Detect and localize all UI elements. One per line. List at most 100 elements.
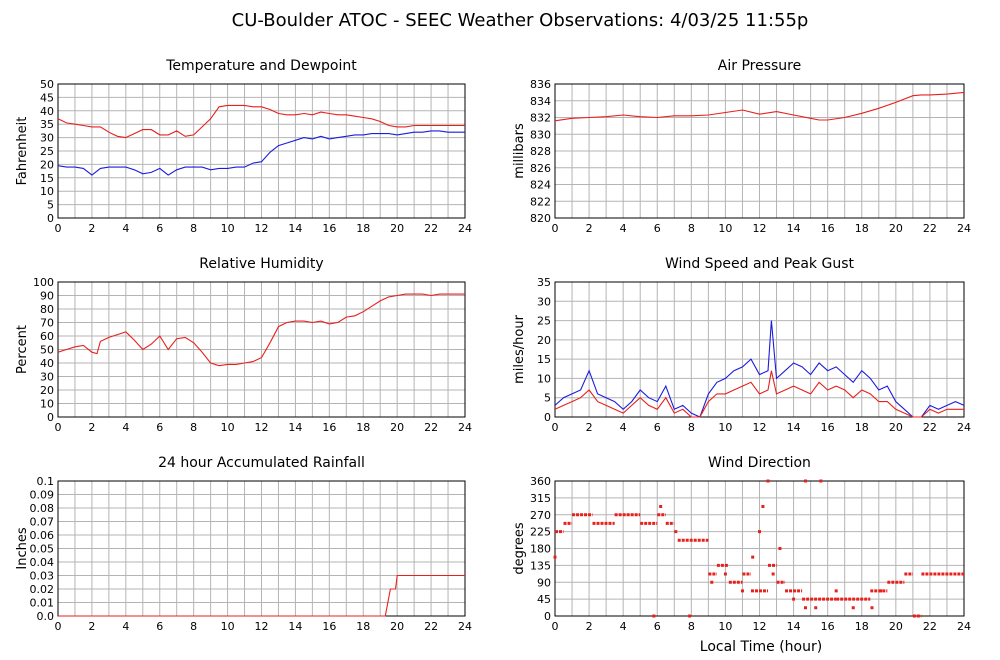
pressure-xtick-label: 12 (753, 222, 767, 235)
dir-direction-point (878, 589, 882, 593)
rh-xtick-label: 6 (156, 421, 163, 434)
dir-xtick-label: 4 (620, 620, 627, 633)
dir-direction-point (814, 606, 818, 610)
rh-ytick-label: 50 (40, 344, 54, 357)
rain-xtick-label: 2 (88, 620, 95, 633)
wind-ytick-label: 5 (544, 392, 551, 405)
rain-ylabel: Inches (15, 527, 30, 569)
rh-xtick-label: 16 (322, 421, 336, 434)
temp-xtick-label: 6 (156, 222, 163, 235)
rain-ytick-label: 0.01 (30, 597, 55, 610)
rain-ytick-label: 0.1 (37, 475, 55, 488)
temp-xtick-label: 0 (55, 222, 62, 235)
rh-ytick-label: 10 (40, 398, 54, 411)
temp-xtick-label: 12 (255, 222, 269, 235)
temp-xtick-label: 18 (356, 222, 370, 235)
temp-title: Temperature and Dewpoint (165, 58, 357, 74)
wind-ytick-label: 10 (537, 372, 551, 385)
dir-ytick-label: 315 (530, 492, 551, 505)
pressure-xtick-label: 22 (923, 222, 937, 235)
pressure-xtick-label: 4 (620, 222, 627, 235)
wind-ytick-label: 25 (537, 315, 551, 328)
dir-xtick-label: 14 (787, 620, 801, 633)
rain-xtick-label: 10 (221, 620, 235, 633)
pressure-xtick-label: 16 (821, 222, 835, 235)
temp-series-blue-line (57, 130, 465, 176)
wind-series-blue-line (554, 320, 965, 418)
rain-xtick-label: 0 (55, 620, 62, 633)
wind-xtick-label: 12 (753, 421, 767, 434)
wind-xtick-label: 0 (552, 421, 559, 434)
page-title: CU-Boulder ATOC - SEEC Weather Observati… (232, 10, 809, 31)
temp-frame (57, 83, 466, 219)
rain-xtick-label: 4 (122, 620, 129, 633)
wind-xtick-label: 2 (586, 421, 593, 434)
rain-xtick-label: 12 (255, 620, 269, 633)
dir-direction-point (652, 614, 656, 618)
temp-xtick-label: 2 (88, 222, 95, 235)
wind-title: Wind Speed and Peak Gust (665, 256, 854, 272)
rh-ytick-label: 40 (40, 357, 54, 370)
rain-ytick-label: 0.02 (30, 583, 55, 596)
temp-xtick-label: 4 (122, 222, 129, 235)
wind-xtick-label: 14 (787, 421, 801, 434)
temp-ytick-label: 40 (40, 105, 54, 118)
pressure-series-red-line (554, 91, 965, 122)
pressure-xtick-label: 6 (654, 222, 661, 235)
wind-xtick-label: 4 (620, 421, 627, 434)
temp-ytick-label: 25 (40, 145, 54, 158)
wind-ytick-label: 20 (537, 334, 551, 347)
pressure-xtick-label: 14 (787, 222, 801, 235)
dir-ytick-label: 225 (530, 526, 551, 539)
rh-series-red-line (57, 293, 465, 367)
rain-xtick-label: 18 (356, 620, 370, 633)
temp-ytick-label: 30 (40, 132, 54, 145)
rain-ytick-label: 0.08 (30, 502, 55, 515)
pressure-ytick-label: 836 (530, 78, 551, 91)
temp-ytick-label: 0 (47, 212, 54, 225)
temp-ytick-label: 45 (40, 91, 54, 104)
dir-ytick-label: 45 (537, 593, 551, 606)
dir-direction-point (761, 505, 765, 508)
pressure-xtick-label: 0 (552, 222, 559, 235)
dir-xtick-label: 20 (889, 620, 903, 633)
rh-ytick-label: 0 (47, 411, 54, 424)
dir-title: Wind Direction (708, 455, 811, 471)
temp-xtick-label: 8 (190, 222, 197, 235)
temp-ytick-label: 15 (40, 172, 54, 185)
dir-direction-point (751, 555, 755, 559)
rain-xtick-label: 14 (288, 620, 302, 633)
dir-direction-point (758, 530, 761, 534)
temp-ytick-label: 20 (40, 158, 54, 171)
dir-direction-point (553, 555, 557, 559)
pressure-ytick-label: 828 (530, 145, 551, 158)
dir-xtick-label: 12 (753, 620, 767, 633)
dir-direction-point (659, 505, 663, 508)
dir-direction-point (851, 606, 855, 610)
dir-direction-point (792, 597, 796, 601)
pressure-xtick-label: 8 (688, 222, 695, 235)
dir-xtick-label: 10 (718, 620, 732, 633)
pressure-ytick-label: 822 (530, 195, 551, 208)
dir-ytick-label: 135 (530, 559, 551, 572)
temp-xtick-label: 14 (288, 222, 302, 235)
dir-ytick-label: 270 (530, 509, 551, 522)
rh-ytick-label: 80 (40, 303, 54, 316)
pressure-ytick-label: 820 (530, 212, 551, 225)
wind-series-red-line (554, 370, 964, 418)
rh-xtick-label: 0 (55, 421, 62, 434)
rh-xtick-label: 4 (122, 421, 129, 434)
rh-ytick-label: 100 (33, 276, 54, 289)
pressure-ytick-label: 826 (530, 162, 551, 175)
dir-ytick-label: 90 (537, 576, 551, 589)
wind-xtick-label: 10 (718, 421, 732, 434)
pressure-xtick-label: 20 (889, 222, 903, 235)
temp-ytick-label: 35 (40, 118, 54, 131)
dir-direction-point (870, 606, 874, 610)
dir-xtick-label: 8 (688, 620, 695, 633)
dir-direction-point (819, 479, 823, 483)
rh-xtick-label: 18 (356, 421, 370, 434)
